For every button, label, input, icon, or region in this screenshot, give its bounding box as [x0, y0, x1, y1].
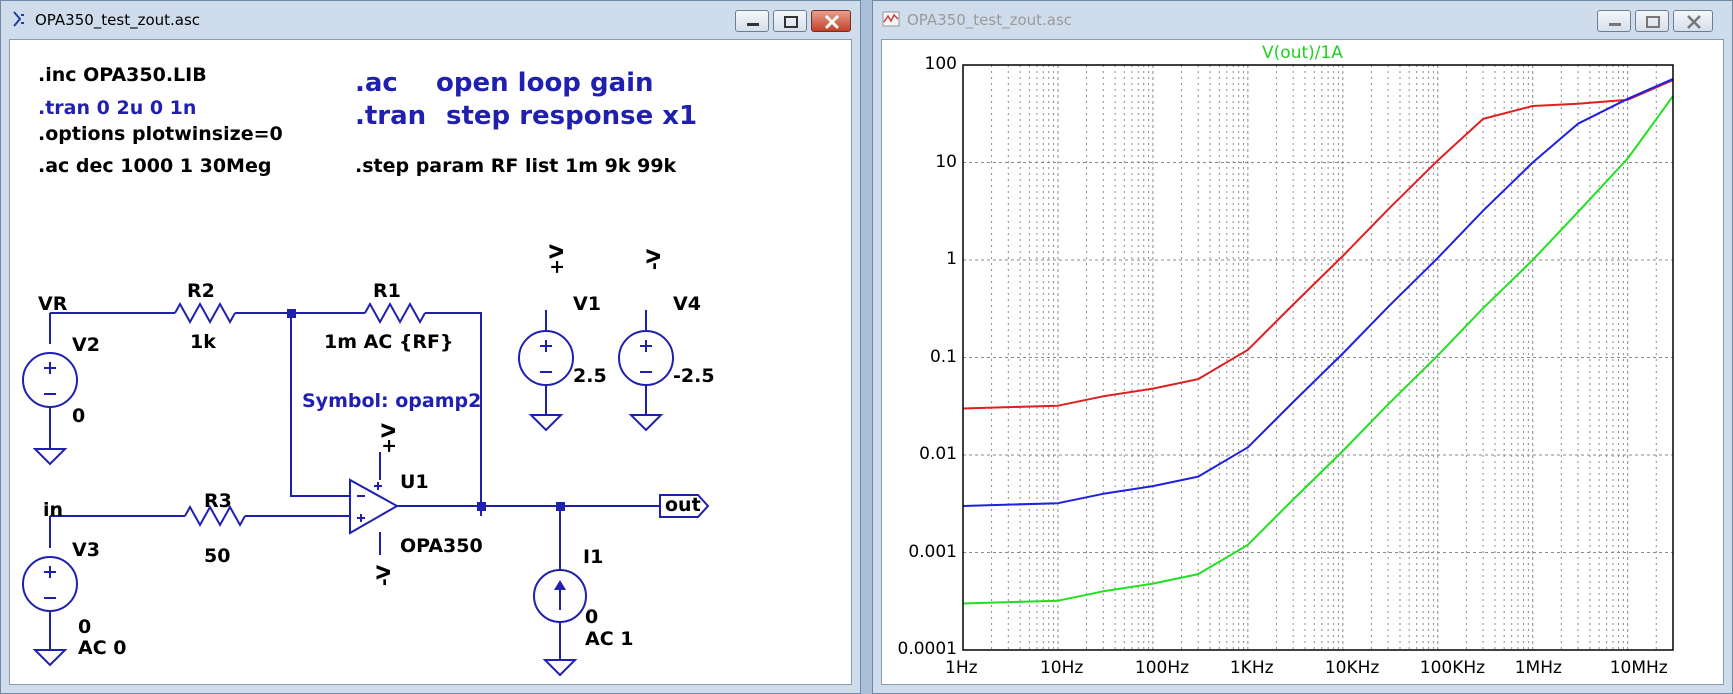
u1-model[interactable]: OPA350	[400, 535, 483, 557]
out-net-label[interactable]: out	[665, 494, 701, 516]
v2-value[interactable]: 0	[72, 405, 86, 427]
minimize-button[interactable]	[735, 10, 769, 32]
x-tick-label: 100KHz	[1419, 658, 1486, 678]
ltspice-app-icon	[13, 11, 24, 27]
close-icon	[1687, 15, 1701, 29]
x-tick-label: 1Hz	[945, 658, 978, 678]
maximize-icon	[784, 16, 798, 28]
r1-value[interactable]: 1m AC {RF}	[324, 331, 454, 353]
u1-label[interactable]: U1	[400, 471, 429, 493]
y-tick-label: 0.001	[908, 541, 957, 562]
v4-value[interactable]: -2.5	[673, 365, 715, 387]
close-icon	[824, 14, 840, 30]
i1-ac[interactable]: AC 1	[585, 628, 634, 650]
plot-frame	[962, 64, 1674, 651]
vr-net-label[interactable]: VR	[38, 293, 68, 315]
r3-value[interactable]: 50	[204, 545, 231, 567]
y-tick-label: 0.1	[929, 346, 957, 367]
window-title: OPA350_test_zout.asc	[907, 11, 1073, 29]
i1-value[interactable]: 0	[585, 606, 599, 628]
maximize-icon	[1646, 16, 1660, 28]
v4-node-label[interactable]: -V	[643, 248, 666, 271]
r1-label[interactable]: R1	[373, 280, 401, 302]
close-button[interactable]	[811, 10, 851, 32]
v1-value[interactable]: 2.5	[573, 365, 607, 387]
comment-tran-cmd[interactable]: .tran	[355, 101, 427, 131]
trace-line-1[interactable]	[962, 79, 1674, 410]
options-directive[interactable]: .options plotwinsize=0	[38, 123, 283, 145]
v3-value[interactable]: 0	[78, 616, 92, 638]
y-tick-label: 100	[924, 54, 957, 74]
window-title: OPA350_test_zout.asc	[35, 11, 201, 29]
maximize-button[interactable]	[773, 10, 807, 32]
y-tick-label: 0.01	[919, 444, 957, 464]
r2-label[interactable]: R2	[187, 280, 215, 302]
comment-ac-text[interactable]: open loop gain	[436, 68, 654, 98]
in-net-label[interactable]: in	[43, 499, 64, 521]
close-button[interactable]	[1673, 10, 1713, 32]
step-directive[interactable]: .step param RF list 1m 9k 99k	[355, 155, 677, 177]
minimize-icon	[747, 23, 759, 26]
x-tick-label: 10Hz	[1039, 658, 1084, 678]
plot-pane[interactable]: V(out)/1A 100 10 1 0.1 0.01 0.001 0.0001 1Hz 10…	[881, 39, 1724, 685]
minimize-icon	[1609, 23, 1621, 26]
tran-directive[interactable]: .tran 0 2u 0 1n	[38, 97, 197, 119]
plot-area[interactable]	[882, 40, 1724, 685]
x-tick-label: 10KHz	[1324, 658, 1380, 678]
plot-titlebar[interactable]: OPA350_test_zout.asc	[873, 1, 1732, 39]
x-tick-label: 10MHz	[1609, 658, 1668, 678]
plot-grid	[962, 64, 1674, 651]
u1-neg-supply-label[interactable]: -V	[373, 564, 396, 587]
plot-window[interactable]: OPA350_test_zout.asc V(out)/1A 100 10 1 0.1…	[872, 0, 1733, 694]
y-tick-label: 1	[946, 249, 957, 269]
v4-label[interactable]: V4	[673, 293, 701, 315]
trace-line-2[interactable]	[962, 77, 1674, 507]
schematic-canvas[interactable]: .inc OPA350.LIB .tran 0 2u 0 1n .options…	[9, 39, 852, 685]
y-tick-label: 10	[935, 151, 957, 172]
v1-node-label[interactable]: +V	[545, 244, 568, 275]
x-tick-label: 100Hz	[1134, 658, 1190, 678]
comment-ac-cmd[interactable]: .ac	[355, 68, 398, 98]
ac-directive[interactable]: .ac dec 1000 1 30Meg	[38, 155, 272, 177]
v3-ac[interactable]: AC 0	[78, 637, 127, 659]
trace-label[interactable]: V(out)/1A	[1262, 43, 1343, 63]
y-tick-label: 0.0001	[897, 639, 957, 659]
schematic-wiring	[22, 301, 710, 677]
x-tick-label: 1MHz	[1514, 658, 1562, 678]
schematic-window[interactable]: OPA350_test_zout.asc	[0, 0, 861, 694]
plot-traces	[962, 77, 1674, 605]
symbol-note[interactable]: Symbol: opamp2	[302, 390, 482, 412]
i1-label[interactable]: I1	[583, 546, 604, 568]
r2-value[interactable]: 1k	[190, 331, 216, 353]
x-tick-label: 1KHz	[1229, 658, 1274, 678]
v3-label[interactable]: V3	[72, 539, 100, 561]
trace-line-3[interactable]	[962, 95, 1674, 605]
inc-directive[interactable]: .inc OPA350.LIB	[38, 64, 207, 86]
u1-pos-supply-label[interactable]: +V	[377, 423, 400, 454]
minimize-button[interactable]	[1597, 10, 1631, 32]
r3-label[interactable]: R3	[204, 490, 232, 512]
v1-label[interactable]: V1	[573, 293, 601, 315]
comment-tran-text[interactable]: step response x1	[446, 101, 698, 131]
schematic-titlebar[interactable]: OPA350_test_zout.asc	[1, 1, 860, 39]
v2-label[interactable]: V2	[72, 334, 100, 356]
maximize-button[interactable]	[1635, 10, 1669, 32]
waveform-app-icon	[882, 11, 900, 27]
